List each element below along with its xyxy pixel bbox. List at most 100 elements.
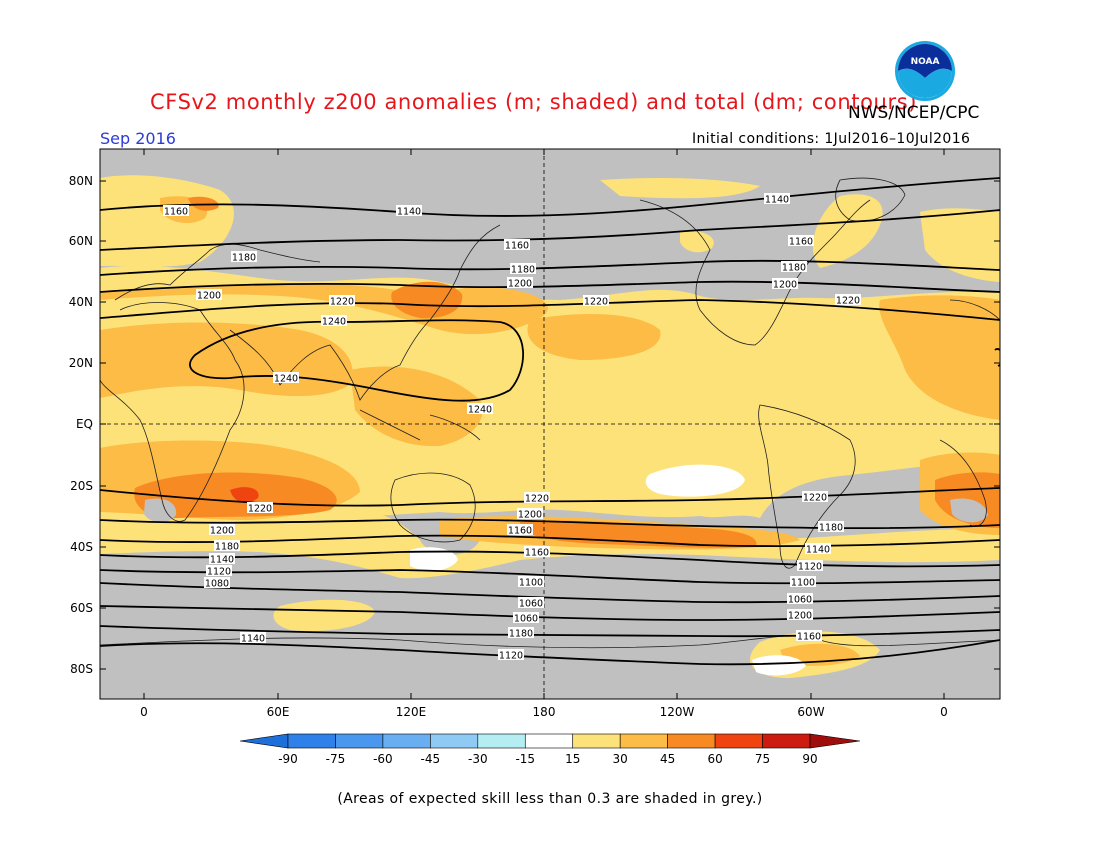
contour-label: 1200 xyxy=(772,278,798,291)
colorbar-swatch xyxy=(572,733,621,749)
colorbar-tick-label: -15 xyxy=(515,752,535,766)
contour-label: 1160 xyxy=(524,546,550,559)
anomaly-15-30-arctic-pacific xyxy=(600,178,760,199)
contour-label-bg xyxy=(788,235,814,246)
anomaly-15-30-north-pacific-east xyxy=(920,208,1000,282)
contour-label: 1140 xyxy=(396,205,422,218)
contour-label: 1140 xyxy=(209,553,235,566)
contour-label: 1160 xyxy=(796,630,822,643)
contour-label-text: 1140 xyxy=(806,545,830,556)
contour-label: 1220 xyxy=(247,502,273,515)
colorbar-tick-label: -45 xyxy=(421,752,441,766)
contour-label-bg xyxy=(518,597,544,608)
colorbar-swatch xyxy=(524,733,574,749)
contour-label: 1120 xyxy=(498,649,524,662)
contour-label-text: 1060 xyxy=(519,599,543,610)
contour-label-text: 1220 xyxy=(330,297,354,308)
contour-label-bg xyxy=(204,577,230,588)
contour-label-bg xyxy=(787,609,813,620)
contour-label-text: 1240 xyxy=(274,374,298,385)
contour-label: 1120 xyxy=(797,560,823,573)
skill-footnote: (Areas of expected skill less than 0.3 a… xyxy=(337,791,763,807)
colorbar: -90 -75 -60 -45 -30 -15 15 30 45 60 75 90 xyxy=(239,733,861,766)
contour-1180-south xyxy=(100,534,1000,548)
colorbar-swatch xyxy=(714,733,763,749)
contour-label-text: 1160 xyxy=(164,207,188,218)
coast-asia xyxy=(229,224,501,401)
contour-label-bg xyxy=(524,492,550,503)
contour-label-text: 1160 xyxy=(789,237,813,248)
contour-label-bg xyxy=(209,553,235,564)
contour-label-text: 1240 xyxy=(322,317,346,328)
grey-patch-south-africa xyxy=(144,498,177,523)
contour-label: 1180 xyxy=(508,627,534,640)
contour-label: 1060 xyxy=(787,593,813,606)
contour-label: 1200 xyxy=(209,524,235,537)
colorbar-arrow-left xyxy=(239,733,289,749)
coastlines xyxy=(100,177,1000,649)
contour-label-text: 1120 xyxy=(207,567,231,578)
contour-label: 1180 xyxy=(781,261,807,274)
contour-label: 1220 xyxy=(835,294,861,307)
contour-label-text: 1200 xyxy=(197,291,221,302)
colorbar-tick-label: 30 xyxy=(613,752,628,766)
contour-label: 1200 xyxy=(517,508,543,521)
contour-label-bg xyxy=(240,632,266,643)
contour-label-bg xyxy=(764,193,790,204)
contour-label-text: 1240 xyxy=(468,405,492,416)
anomaly-30-45-pacific-north xyxy=(527,314,661,360)
contour-label-bg xyxy=(329,295,355,306)
colorbar-swatch xyxy=(477,733,526,749)
contour-label-text: 1160 xyxy=(505,241,529,252)
contour-label: 1100 xyxy=(790,576,816,589)
coast-europe xyxy=(114,243,321,301)
contour-label-text: 1180 xyxy=(232,253,256,264)
anomaly-45-60-south-pacific-band xyxy=(520,520,757,548)
contour-label-bg xyxy=(214,540,240,551)
contour-label-bg xyxy=(524,546,550,557)
contour-label-bg xyxy=(163,205,189,216)
lon-label: 0 xyxy=(940,705,948,719)
colorbar-swatch xyxy=(382,733,431,749)
initial-conditions: Initial conditions: 1Jul2016–10Jul2016 xyxy=(692,131,971,147)
contour-label: 1160 xyxy=(507,524,533,537)
colorbar-tick-label: 15 xyxy=(565,752,580,766)
contour-label-text: 1140 xyxy=(210,555,234,566)
lon-label: 180 xyxy=(533,705,556,719)
contour-label-text: 1180 xyxy=(511,265,535,276)
contour-label-bg xyxy=(321,315,347,326)
contour-label-text: 1180 xyxy=(215,542,239,553)
contour-label: 1200 xyxy=(787,609,813,622)
contour-label: 1180 xyxy=(818,521,844,534)
contour-label: 1220 xyxy=(524,492,550,505)
grey-patch-south-atlantic xyxy=(950,498,988,523)
colorbar-swatch xyxy=(430,733,479,749)
contour-label: 1220 xyxy=(583,295,609,308)
contour-label-text: 1100 xyxy=(791,578,815,589)
coast-antarctica xyxy=(100,635,1000,649)
contour-1060-south xyxy=(100,639,1000,666)
contour-label-text: 1080 xyxy=(205,579,229,590)
contour-label-bg xyxy=(504,239,530,250)
contour-label-bg xyxy=(247,502,273,513)
lat-label: 20S xyxy=(70,479,93,493)
contour-label: 1200 xyxy=(196,289,222,302)
anomaly-15-30-north-america-west xyxy=(680,230,714,253)
contour-1220-north xyxy=(100,299,1000,321)
lat-label: 80N xyxy=(69,174,93,188)
contour-label: 1140 xyxy=(240,632,266,645)
contour-label-text: 1120 xyxy=(798,562,822,573)
contour-label-bg xyxy=(510,263,536,274)
agency-label: NWS/NCEP/CPC xyxy=(848,103,980,123)
colorbar-tick-label: 75 xyxy=(755,752,770,766)
contour-label-bg xyxy=(796,630,822,641)
contour-label-bg xyxy=(507,524,533,535)
contour-label-text: 1160 xyxy=(508,526,532,537)
contour-label-text: 1100 xyxy=(519,578,543,589)
colorbar-tick-label: -75 xyxy=(326,752,346,766)
contour-label: 1120 xyxy=(206,565,232,578)
contour-label-text: 1200 xyxy=(508,279,532,290)
coast-maritime xyxy=(359,409,481,441)
contour-label-bg xyxy=(517,508,543,519)
contour-label: 1140 xyxy=(764,193,790,206)
